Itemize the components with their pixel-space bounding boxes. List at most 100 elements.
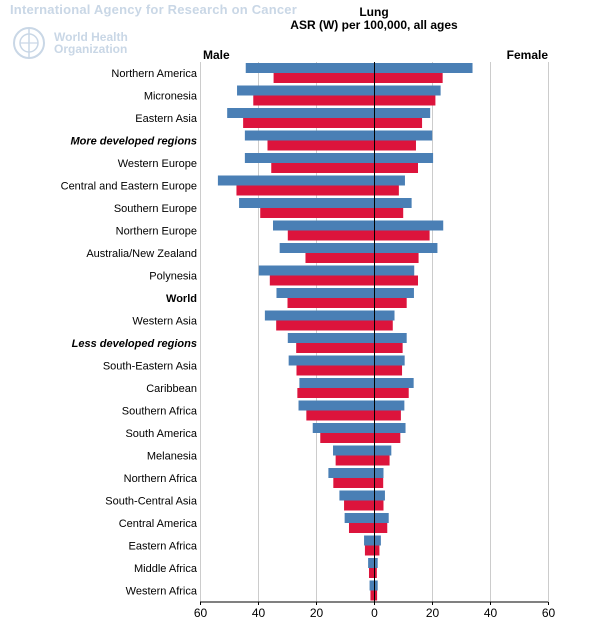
bar-male-incidence	[287, 333, 375, 343]
bar-female-mortality	[374, 73, 443, 83]
bar-female-incidence	[374, 378, 414, 388]
bar-male-mortality	[368, 568, 375, 578]
bar-male-mortality	[276, 320, 375, 331]
category-label: Central America	[119, 518, 198, 530]
bar-female-incidence	[374, 243, 438, 253]
bar-female-mortality	[374, 275, 418, 286]
category-label: South America	[125, 428, 197, 440]
category-labels: Northern America Micronesia Eastern Asia Mo…	[61, 68, 198, 598]
bar-male-incidence	[237, 85, 375, 96]
bar-female-incidence	[374, 220, 444, 231]
male-side-label: Male	[203, 48, 230, 62]
who-line-1: World Health	[54, 30, 128, 44]
bar-male-incidence	[364, 535, 375, 546]
bar-male-incidence	[312, 423, 375, 433]
bar-female-mortality	[374, 230, 430, 241]
category-label: Middle Africa	[134, 563, 198, 575]
category-label: Northern Africa	[124, 473, 198, 485]
bar-male-mortality	[260, 208, 375, 218]
bar-male-incidence	[369, 580, 375, 591]
bar-male-mortality	[287, 230, 375, 241]
bar-male-mortality	[296, 365, 375, 376]
bar-male-incidence	[298, 400, 375, 411]
bar-male-incidence	[276, 288, 375, 298]
category-label: South-Central Asia	[105, 496, 198, 508]
bar-male-mortality	[305, 253, 375, 263]
x-tick-label: 60	[542, 606, 556, 620]
category-label: Australia/New Zealand	[86, 248, 197, 260]
bar-male-mortality	[335, 455, 375, 466]
bar-male-mortality	[273, 73, 375, 83]
bar-male-mortality	[271, 163, 375, 173]
bar-male-mortality	[297, 388, 375, 398]
bar-male-incidence	[239, 198, 375, 208]
bar-female-mortality	[374, 455, 390, 466]
bar-male-mortality	[370, 590, 375, 601]
bar-female-mortality	[374, 185, 399, 196]
category-label: Northern Europe	[116, 226, 197, 238]
bar-male-incidence	[333, 445, 375, 456]
x-tick-label: 60	[194, 606, 208, 620]
category-label: More developed regions	[70, 136, 197, 148]
bar-male-mortality	[320, 433, 375, 443]
bar-female-mortality	[374, 365, 403, 376]
category-label: Less developed regions	[72, 338, 197, 350]
bar-female-incidence	[374, 310, 395, 321]
bar-male-incidence	[339, 490, 375, 501]
category-label: Western Africa	[126, 586, 198, 598]
bar-female-incidence	[374, 580, 378, 591]
bar-female-mortality	[374, 343, 403, 353]
bar-male-mortality	[348, 523, 375, 533]
category-label: Eastern Asia	[135, 113, 198, 125]
bar-female-incidence	[374, 490, 385, 501]
x-tick-label: 20	[426, 606, 440, 620]
bar-female-mortality	[374, 208, 404, 218]
bar-male-incidence	[227, 108, 375, 118]
bar-female-mortality	[374, 253, 419, 263]
bar-female-incidence	[374, 400, 405, 411]
category-label: Polynesia	[149, 271, 198, 283]
bar-male-mortality	[267, 140, 375, 151]
chart-title: Lung	[359, 5, 389, 19]
bar-female-mortality	[374, 95, 436, 106]
chart-subtitle: ASR (W) per 100,000, all ages	[290, 18, 458, 32]
category-label: Western Europe	[118, 158, 197, 170]
bar-female-mortality	[374, 118, 423, 128]
bar-male-incidence	[244, 153, 375, 163]
bar-female-incidence	[374, 153, 434, 163]
bar-female-incidence	[374, 288, 414, 298]
bar-female-mortality	[374, 163, 418, 173]
bar-male-incidence	[299, 378, 375, 388]
bar-male-mortality	[296, 343, 375, 353]
bar-female-mortality	[374, 500, 384, 511]
bar-male-mortality	[306, 410, 375, 421]
x-tick-label: 20	[310, 606, 324, 620]
x-tick-label: 40	[252, 606, 266, 620]
bar-female-mortality	[374, 590, 378, 601]
category-label: Southern Africa	[122, 406, 198, 418]
bar-female-incidence	[374, 130, 433, 141]
bar-male-mortality	[287, 298, 375, 308]
bar-female-incidence	[374, 63, 473, 73]
x-tick-label: 40	[484, 606, 498, 620]
bar-male-incidence	[279, 243, 375, 253]
bar-male-incidence	[288, 355, 375, 366]
bar-female-incidence	[374, 423, 406, 433]
bar-female-mortality	[374, 410, 401, 421]
category-label: Caribbean	[146, 383, 197, 395]
bar-female-incidence	[374, 333, 407, 343]
bar-male-incidence	[368, 558, 375, 568]
bar-female-incidence	[374, 265, 415, 276]
grid-lines	[200, 62, 549, 602]
bar-female-mortality	[374, 545, 380, 556]
x-axis: 60 40 20 0 20 40 60	[194, 62, 556, 620]
category-label: Central and Eastern Europe	[61, 181, 197, 193]
bar-female-mortality	[374, 523, 388, 533]
category-label: Western Asia	[132, 316, 197, 328]
category-label: Melanesia	[147, 451, 198, 463]
category-label: Micronesia	[144, 91, 198, 103]
category-label: South-Eastern Asia	[103, 361, 198, 373]
bar-male-incidence	[244, 130, 375, 141]
bar-male-incidence	[245, 63, 375, 73]
